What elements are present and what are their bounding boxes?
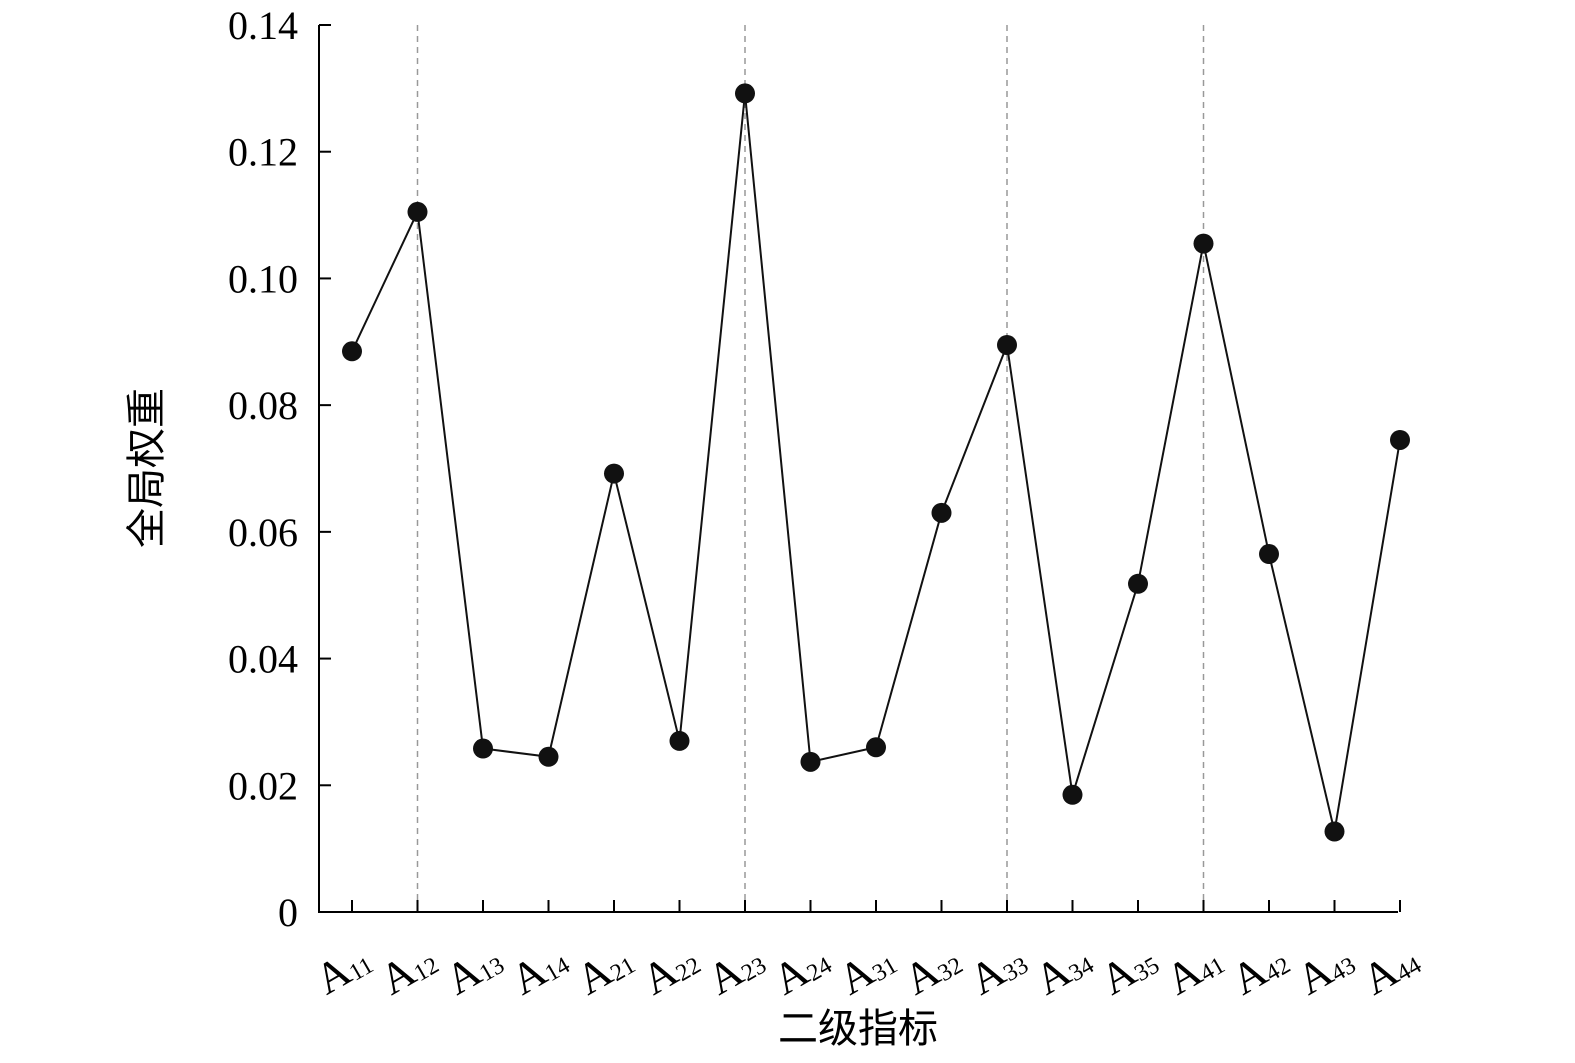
x-tick-label: A11: [307, 934, 379, 1004]
y-tick-label: 0.10: [228, 256, 298, 301]
x-tick-label: A44: [1354, 934, 1427, 1004]
axes: [318, 25, 1398, 913]
y-tick-label: 0.08: [228, 383, 298, 428]
x-tick-label: A33: [961, 934, 1034, 1004]
x-tick-label: A35: [1092, 934, 1165, 1004]
y-tick-label: 0: [278, 890, 298, 935]
series: [342, 83, 1410, 842]
data-point-a41: [1193, 233, 1214, 254]
x-tick-label: A31: [830, 934, 903, 1004]
y-ticks: 0 0.02 0.04 0.06 0.08 0.10 0.12 0.14: [228, 3, 331, 935]
x-tick-label: A21: [568, 934, 641, 1004]
x-tick-label: A34: [1027, 934, 1100, 1004]
data-point-a23: [735, 83, 755, 104]
y-tick-label: 0.06: [228, 510, 298, 555]
y-tick-label: 0.14: [228, 3, 298, 48]
data-point-a24: [800, 751, 821, 772]
x-tick-label: A41: [1158, 934, 1231, 1004]
x-tick-label: A14: [503, 934, 576, 1004]
x-tick-label: A24: [765, 934, 838, 1004]
x-ticks: A11A12A13A14A21A22A23A24A31A32A33A34A35A…: [307, 900, 1427, 1005]
data-point-a35: [1128, 573, 1148, 594]
x-axis-title: 二级指标: [778, 1006, 938, 1052]
data-point-a13: [473, 738, 493, 759]
data-point-a32: [931, 502, 952, 523]
data-point-a43: [1324, 821, 1345, 842]
data-point-a14: [538, 746, 559, 767]
series-line: [351, 93, 1401, 832]
data-point-a42: [1259, 544, 1279, 565]
data-point-a21: [604, 463, 624, 484]
group-separator-lines: [416, 25, 1205, 912]
x-tick-label: A12: [372, 934, 445, 1004]
y-tick-label: 0.04: [228, 637, 298, 682]
data-point-a33: [997, 334, 1017, 355]
y-axis-title: 全局权重: [124, 388, 170, 548]
x-tick-label: A42: [1223, 934, 1296, 1004]
data-point-a11: [342, 341, 362, 362]
data-point-a22: [669, 730, 690, 751]
data-point-a12: [407, 201, 428, 222]
x-tick-label: A22: [634, 934, 707, 1004]
x-tick-label: A32: [896, 934, 969, 1004]
y-tick-label: 0.12: [228, 130, 298, 175]
x-tick-label: A43: [1289, 934, 1362, 1004]
data-point-a44: [1390, 429, 1410, 450]
y-tick-label: 0.02: [228, 763, 298, 808]
data-point-a31: [866, 737, 886, 758]
x-tick-label: A23: [699, 934, 772, 1004]
x-tick-label: A13: [437, 934, 510, 1004]
data-point-a34: [1062, 784, 1083, 805]
